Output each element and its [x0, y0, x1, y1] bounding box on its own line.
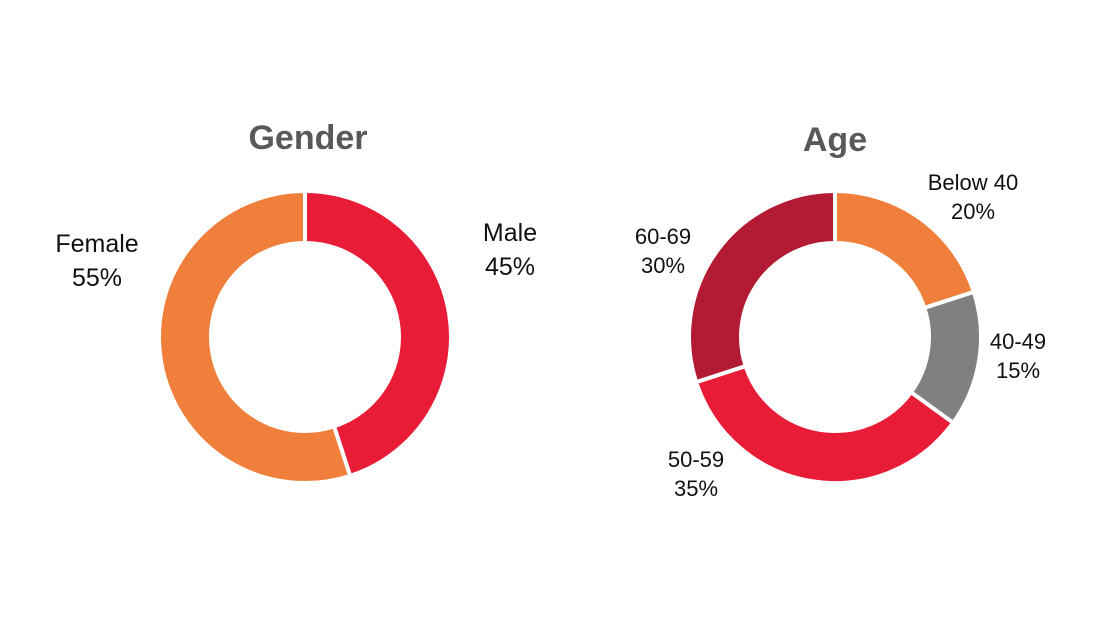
gender-label-male: Male [483, 219, 537, 247]
age-label-60-69: 60-69 [635, 224, 691, 249]
gender-chart-title: Gender [248, 119, 367, 157]
age-value-60-69: 30% [641, 253, 685, 278]
age-slices [687, 188, 983, 485]
age-label-50-59: 50-59 [668, 447, 724, 472]
age-value-40-49: 15% [996, 358, 1040, 383]
age-chart-title: Age [803, 121, 867, 159]
age-chart: Age Below 40 20% 40-49 15% 50-59 35% 60-… [635, 121, 1046, 501]
age-value-below-40: 20% [951, 199, 995, 224]
gender-slice-male [303, 188, 453, 479]
gender-slices [157, 188, 453, 485]
gender-chart: Gender Male 45% Female 55% [55, 119, 537, 485]
age-label-40-49: 40-49 [990, 329, 1046, 354]
gender-slice-female [157, 188, 353, 485]
gender-value-male: 45% [485, 253, 535, 281]
age-slice-60-69 [687, 188, 837, 385]
age-slice-50-59 [693, 363, 956, 485]
age-label-below-40: Below 40 [928, 170, 1019, 195]
age-value-50-59: 35% [674, 476, 718, 501]
gender-label-female: Female [55, 230, 138, 258]
gender-value-female: 55% [72, 264, 122, 292]
